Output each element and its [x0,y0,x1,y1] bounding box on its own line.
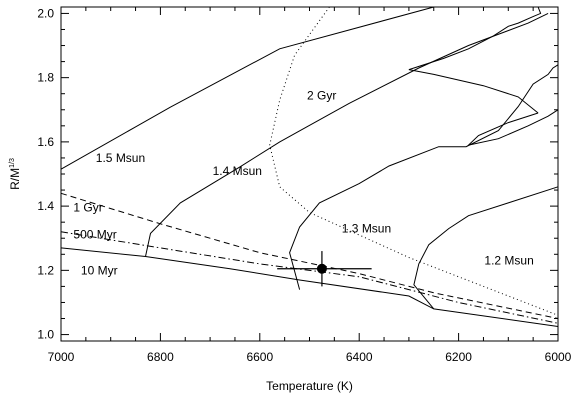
y-tick-label: 1.8 [37,71,54,85]
axis-ticks: 7000 6800 6600 6400 6200 6000 1.0 1.2 1.4 1.6 1.8 2… [37,6,571,364]
isochrone-10-myr-label: 10 Myr [81,263,118,277]
y-axis-label-exponent: 1/3 [9,158,16,168]
star-data-point [316,263,327,274]
track-1-4-msun-line [145,12,549,257]
track-loop-2-line [466,109,559,146]
track-loop-1-line [408,6,542,114]
x-tick-label: 6600 [246,350,273,364]
isochrone-1-gyr-label: 1 Gyr [73,201,102,215]
x-tick-label: 6800 [147,350,174,364]
track-1-3-msun-label: 1.3 Msun [342,222,391,236]
track-1-4-msun-label: 1.4 Msun [213,164,262,178]
x-tick-label: 6200 [445,350,472,364]
y-tick-label: 1.0 [37,328,54,342]
plot-lines [60,6,559,327]
y-tick-label: 1.6 [37,135,54,149]
y-axis-label: R/M1/3 [8,158,22,190]
isochrone-2-gyr-label: 2 Gyr [307,88,336,102]
isochrone-10-myr-line [60,247,559,327]
plot-frame [60,6,559,342]
isochrone-500-myr-label: 500 Myr [73,227,116,241]
series-labels: 1.5 Msun 1.4 Msun 1.3 Msun 1.2 Msun 10 Myr 50… [73,88,533,277]
star-marker-group [277,251,372,287]
track-1-2-msun-label: 1.2 Msun [484,254,533,268]
track-1-2-msun-line [413,186,559,310]
track-1-5-msun-line [60,6,434,170]
x-tick-label: 6000 [545,350,572,364]
y-axis-label-main: R/M [8,168,22,190]
x-axis-label: Temperature (K) [266,379,353,393]
x-tick-label: 6400 [346,350,373,364]
isochrone-500-myr-line [60,231,559,324]
y-tick-label: 1.4 [37,199,54,213]
y-tick-label: 1.2 [37,263,54,277]
track-1-5-msun-label: 1.5 Msun [96,151,145,165]
x-tick-label: 7000 [48,350,75,364]
track-1-3-msun-line [289,64,559,290]
y-tick-label: 2.0 [37,6,54,20]
